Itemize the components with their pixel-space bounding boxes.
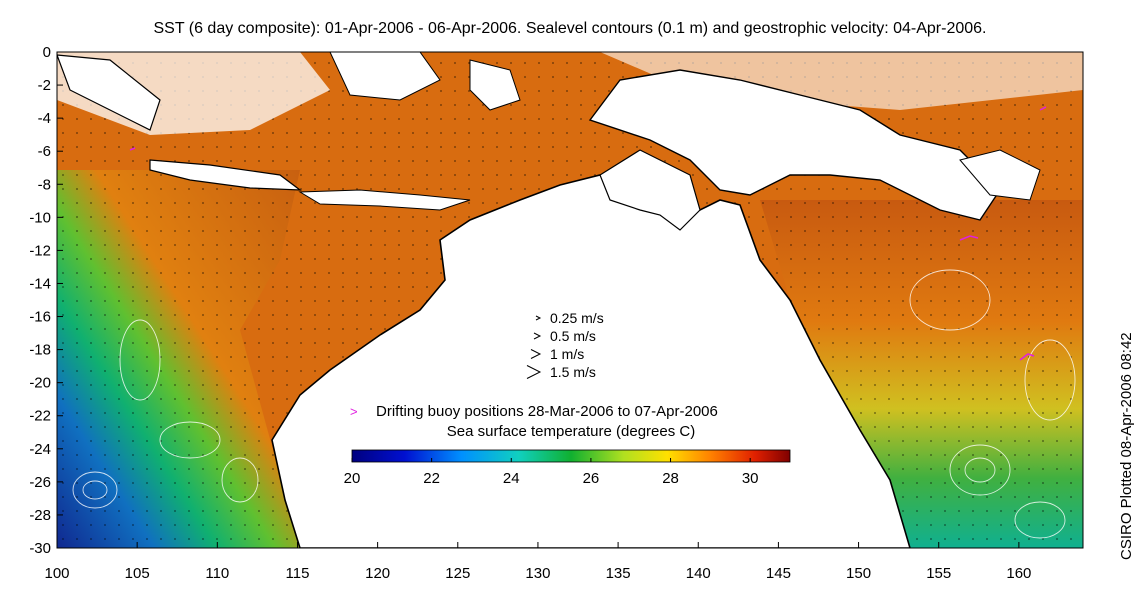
y-tick-label: -6 (38, 143, 51, 160)
solomon-islands (959, 149, 1041, 201)
buoy-marker-icon: > (350, 404, 358, 419)
x-tick-label: 150 (846, 565, 871, 582)
x-tick-label: 135 (606, 565, 631, 582)
colorbar-ticks: 20 22 24 26 28 30 (344, 458, 759, 487)
x-tick-label: 125 (445, 565, 470, 582)
y-axis: 0 -2 -4 -6 -8 -10 -12 -14 -16 -18 -20 -22 -24 -26 -28 -… (29, 44, 63, 557)
colorbar-tick-label: 30 (742, 470, 759, 487)
y-tick-label: -16 (29, 309, 51, 326)
y-tick-label: 0 (43, 44, 51, 61)
velocity-scale-label: 1.5 m/s (550, 364, 596, 380)
x-tick-label: 105 (125, 565, 150, 582)
x-tick-label: 115 (286, 565, 310, 582)
x-tick-label: 130 (525, 565, 550, 582)
buoy-legend: > Drifting buoy positions 28-Mar-2006 to… (350, 403, 718, 420)
x-axis: 100 105 110 115 120 125 130 135 140 145 150 155 160 (44, 542, 1031, 582)
sulawesi-land (469, 59, 521, 111)
figure-title: SST (6 day composite): 01-Apr-2006 - 06-… (153, 20, 987, 37)
y-tick-label: -2 (38, 77, 51, 94)
y-tick-label: -24 (29, 441, 51, 458)
x-tick-label: 120 (365, 565, 390, 582)
colorbar-tick-label: 26 (583, 470, 600, 487)
x-tick-label: 140 (686, 565, 711, 582)
new-guinea-land (588, 69, 1001, 221)
velocity-scale-label: 1 m/s (550, 346, 584, 362)
colorbar-tick-label: 22 (423, 470, 440, 487)
velocity-scale-legend: 0.25 m/s 0.5 m/s 1 m/s 1.5 m/s (526, 310, 604, 380)
y-tick-label: -26 (29, 474, 51, 491)
y-tick-label: -18 (29, 342, 51, 359)
y-tick-label: -22 (29, 408, 51, 425)
x-tick-label: 160 (1006, 565, 1031, 582)
colorbar-tick-label: 28 (662, 470, 679, 487)
buoy-legend-label: Drifting buoy positions 28-Mar-2006 to 0… (376, 403, 718, 420)
gulf-region (599, 149, 701, 231)
y-tick-label: -20 (29, 375, 51, 392)
borneo-land (329, 52, 441, 101)
y-tick-label: -12 (29, 242, 51, 259)
y-tick-label: -30 (29, 540, 51, 557)
x-tick-label: 110 (205, 565, 229, 582)
colorbar-tick-label: 20 (344, 470, 361, 487)
map-area (57, 52, 1083, 548)
velocity-arrow-icon (526, 365, 542, 379)
colorbar-gradient (351, 449, 791, 463)
y-tick-label: -4 (38, 110, 51, 127)
velocity-arrow-icon (533, 332, 542, 340)
lesser-sunda-islands (298, 189, 471, 211)
velocity-scale-label: 0.25 m/s (550, 310, 604, 326)
velocity-scale-label: 0.5 m/s (550, 328, 596, 344)
y-tick-label: -8 (38, 176, 51, 193)
y-tick-label: -28 (29, 507, 51, 524)
sumatra-land (57, 54, 161, 131)
drifting-buoy-tracks (129, 106, 1047, 361)
velocity-arrow-icon (535, 315, 542, 321)
plot-frame (56, 51, 1084, 549)
colorbar-tick-label: 24 (503, 470, 520, 487)
colorbar-title: Sea surface temperature (degrees C) (447, 423, 695, 440)
sst-colorbar: Sea surface temperature (degrees C) 20 22… (344, 423, 791, 487)
y-tick-label: -10 (29, 209, 51, 226)
sealevel-contours (72, 269, 1076, 539)
y-tick-label: -14 (29, 275, 51, 292)
x-tick-label: 100 (44, 565, 69, 582)
x-tick-label: 155 (926, 565, 951, 582)
velocity-arrow-icon (530, 349, 542, 359)
java-island (149, 159, 302, 191)
x-tick-label: 145 (766, 565, 791, 582)
